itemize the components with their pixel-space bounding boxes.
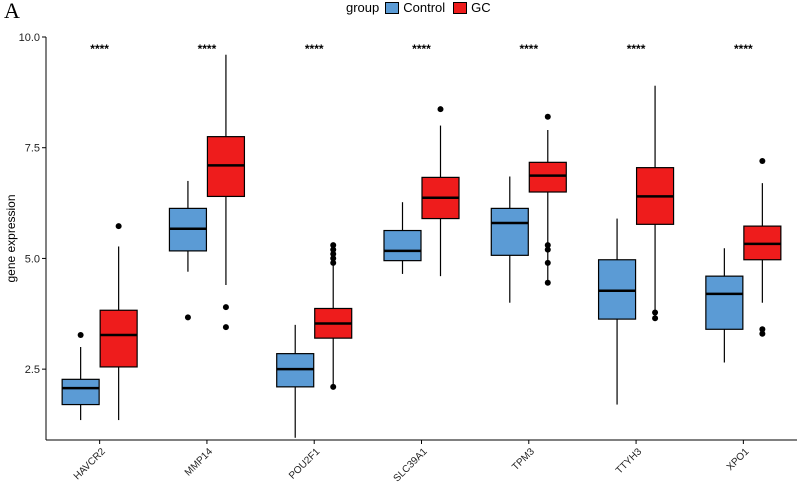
box-control — [599, 260, 636, 319]
x-tick-label: XPO1 — [725, 446, 752, 473]
significance-label: **** — [90, 42, 109, 56]
box-control — [384, 231, 421, 261]
box-gc — [529, 162, 566, 192]
outlier-point — [223, 304, 229, 310]
box-control — [706, 276, 743, 329]
outlier-point — [652, 309, 658, 315]
outlier-point — [545, 260, 551, 266]
significance-label: **** — [305, 42, 324, 56]
outlier-point — [545, 114, 551, 120]
box-gc — [100, 310, 137, 367]
x-tick-label: SLC39A1 — [392, 446, 430, 484]
outlier-point — [330, 242, 336, 248]
y-tick-label: 5.0 — [25, 253, 40, 265]
y-tick-label: 7.5 — [25, 143, 40, 155]
significance-label: **** — [412, 42, 431, 56]
outlier-point — [545, 280, 551, 286]
outlier-point — [438, 106, 444, 112]
x-tick-label: POU2F1 — [287, 446, 323, 482]
significance-label: **** — [627, 42, 646, 56]
y-tick-label: 2.5 — [25, 364, 40, 376]
outlier-point — [223, 324, 229, 330]
box-control — [491, 208, 528, 255]
y-axis-label: gene expression — [4, 194, 18, 282]
box-control — [62, 379, 99, 404]
outlier-point — [116, 223, 122, 229]
x-tick-label: MMP14 — [183, 446, 215, 478]
outlier-point — [330, 384, 336, 390]
y-tick-label: 10.0 — [19, 32, 40, 44]
outlier-point — [759, 158, 765, 164]
significance-label: **** — [198, 42, 217, 56]
x-tick-label: TTYH3 — [614, 446, 644, 476]
significance-label: **** — [519, 42, 538, 56]
outlier-point — [185, 314, 191, 320]
outlier-point — [545, 247, 551, 253]
x-tick-label: TPM3 — [510, 446, 537, 473]
significance-label: **** — [734, 42, 753, 56]
boxplot-chart: 2.5 5.0 7.5 10.0 gene expression HAVCR2 **** MM… — [0, 0, 800, 495]
outlier-point — [78, 332, 84, 338]
x-tick-label: HAVCR2 — [72, 446, 108, 482]
outlier-point — [759, 326, 765, 332]
outlier-point — [652, 315, 658, 321]
